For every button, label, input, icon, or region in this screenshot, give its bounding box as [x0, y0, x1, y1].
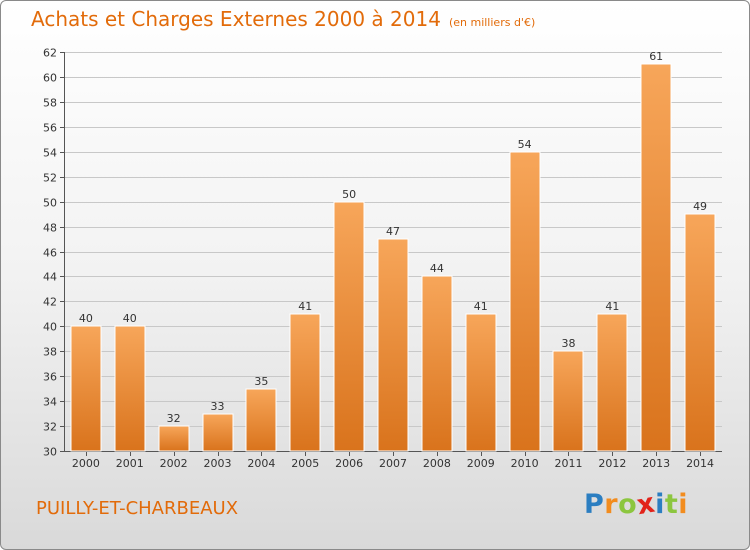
bars: [70, 63, 716, 452]
y-tick-label: 38: [43, 346, 57, 359]
value-label-2002: 32: [167, 412, 181, 425]
x-tick-label: 2001: [116, 457, 144, 470]
chart-unit-label: (en milliers d'€): [448, 16, 536, 29]
bar-2010: [509, 151, 541, 452]
x-tick-label: 2007: [379, 457, 407, 470]
x-tick-label: 2012: [598, 457, 626, 470]
y-tick-label: 62: [43, 47, 57, 60]
value-label-2011: 38: [561, 337, 575, 350]
chart-title-text: Achats et Charges Externes 2000 à 2014: [31, 7, 441, 31]
x-tick-label: 2000: [72, 457, 100, 470]
y-tick-label: 54: [43, 147, 57, 160]
x-tick-label: 2009: [467, 457, 495, 470]
labels: 30 32 34 36 38 40 42 44 46 48 50 52 54 56 58 60 62 2000 40…: [43, 47, 714, 471]
x-tick-label: 2003: [204, 457, 232, 470]
value-label-2001: 40: [123, 312, 137, 325]
y-tick-label: 40: [43, 321, 57, 334]
bar-2008: [421, 275, 453, 452]
y-tick-label: 36: [43, 371, 57, 384]
y-tick-label: 34: [43, 396, 57, 409]
bar-2003: [202, 413, 234, 452]
bar-2004: [245, 388, 277, 452]
x-tick-label: 2004: [247, 457, 275, 470]
logo-letter: i: [655, 489, 665, 520]
bar-2005: [289, 313, 321, 452]
logo-letter: P: [584, 489, 605, 520]
value-label-2014: 49: [693, 200, 707, 213]
x-tick-label: 2014: [686, 457, 714, 470]
chart-title: Achats et Charges Externes 2000 à 2014 (e…: [31, 7, 535, 31]
y-tick-label: 50: [43, 197, 57, 210]
y-tick-label: 58: [43, 97, 57, 110]
bar-2002: [158, 425, 190, 452]
x-tick-label: 2013: [642, 457, 670, 470]
x-tick-label: 2008: [423, 457, 451, 470]
logo-letter: i: [678, 489, 689, 520]
x-tick-label: 2010: [511, 457, 539, 470]
bar-2001: [114, 325, 146, 452]
bar-2013: [640, 63, 672, 452]
y-tick-label: 60: [43, 72, 57, 85]
logo-letter: r: [604, 489, 619, 520]
y-tick-label: 52: [43, 172, 57, 185]
y-tick-label: 46: [43, 247, 57, 260]
x-tick-label: 2011: [554, 457, 582, 470]
value-label-2010: 54: [518, 138, 532, 151]
y-tick-label: 56: [43, 122, 57, 135]
y-tick-label: 42: [43, 296, 57, 309]
bar-2000: [70, 325, 102, 452]
value-label-2004: 35: [254, 375, 268, 388]
value-label-2005: 41: [298, 300, 312, 313]
bar-2012: [596, 313, 628, 452]
bar-2014: [684, 213, 716, 452]
x-tick-label: 2005: [291, 457, 319, 470]
value-label-2013: 61: [649, 50, 663, 63]
logo-letter: o: [618, 489, 638, 520]
bar-2006: [333, 201, 365, 452]
value-label-2012: 41: [605, 300, 619, 313]
bar-2007: [377, 238, 409, 452]
town-name: PUILLY-ET-CHARBEAUX: [36, 498, 239, 519]
logo-letter: t: [664, 489, 679, 520]
value-label-2000: 40: [79, 312, 93, 325]
value-label-2008: 44: [430, 262, 444, 275]
x-tick-label: 2006: [335, 457, 363, 470]
value-label-2009: 41: [474, 300, 488, 313]
value-label-2003: 33: [211, 400, 225, 413]
y-tick-label: 32: [43, 421, 57, 434]
y-tick-label: 48: [43, 222, 57, 235]
bar-2009: [465, 313, 497, 452]
value-label-2007: 47: [386, 225, 400, 238]
x-tick-label: 2002: [160, 457, 188, 470]
proxiti-logo: Proxiti: [584, 488, 689, 522]
value-label-2006: 50: [342, 188, 356, 201]
y-tick-label: 30: [43, 446, 57, 459]
bar-2011: [552, 350, 584, 452]
y-tick-label: 44: [43, 271, 57, 284]
